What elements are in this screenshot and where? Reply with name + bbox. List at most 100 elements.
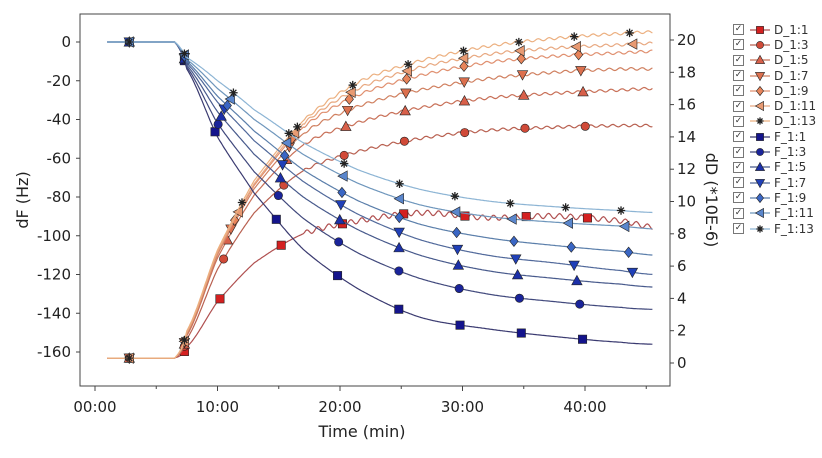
legend-checkbox[interactable]: ✓ bbox=[733, 70, 744, 82]
legend-checkbox[interactable]: ✓ bbox=[733, 115, 744, 127]
data-point-marker bbox=[229, 88, 238, 97]
legend: ✓ D_1:1 ✓ D_1:3 ✓ D_1:5 ✓ D_1:7 ✓ D_1:9 ✓ D_1:11 ✓ D_… bbox=[733, 22, 816, 236]
data-point-marker bbox=[754, 71, 766, 81]
legend-checkbox[interactable]: ✓ bbox=[733, 131, 744, 143]
data-point-marker bbox=[754, 55, 766, 65]
legend-label: D_1:13 bbox=[774, 114, 817, 129]
data-point-marker bbox=[580, 121, 590, 131]
legend-item[interactable]: ✓ F_1:1 bbox=[733, 129, 816, 144]
legend-checkbox[interactable]: ✓ bbox=[733, 39, 744, 51]
legend-item[interactable]: ✓ D_1:5 bbox=[733, 53, 816, 68]
legend-item[interactable]: ✓ F_1:13 bbox=[733, 221, 816, 236]
legend-item[interactable]: ✓ F_1:7 bbox=[733, 175, 816, 190]
data-point-marker bbox=[459, 60, 469, 72]
data-point-marker bbox=[335, 200, 347, 211]
legend-label: F_1:3 bbox=[774, 145, 807, 160]
data-point-marker bbox=[345, 86, 356, 98]
data-point-marker bbox=[575, 66, 587, 77]
data-point-marker bbox=[578, 334, 588, 344]
y-right-tick-label: 20 bbox=[677, 31, 696, 49]
data-point-marker bbox=[458, 77, 470, 88]
y-left-tick-label: -60 bbox=[47, 149, 72, 167]
data-point-marker bbox=[516, 53, 526, 65]
data-point-marker bbox=[393, 227, 405, 239]
series-d-1-13 bbox=[107, 28, 653, 363]
y-right-tick-label: 0 bbox=[677, 354, 687, 372]
data-point-marker bbox=[756, 25, 764, 34]
legend-item[interactable]: ✓ D_1:13 bbox=[733, 114, 816, 129]
data-point-marker bbox=[460, 128, 470, 138]
legend-item[interactable]: ✓ D_1:3 bbox=[733, 37, 816, 52]
x-tick-label: 20:00 bbox=[318, 398, 361, 416]
legend-item[interactable]: ✓ D_1:7 bbox=[733, 68, 816, 83]
y-right-tick-label: 16 bbox=[677, 96, 696, 114]
y-right-tick-label: 2 bbox=[677, 322, 687, 340]
data-point-marker bbox=[402, 73, 412, 85]
y-right-tick-label: 14 bbox=[677, 128, 696, 146]
data-point-marker bbox=[339, 150, 349, 160]
series-line bbox=[107, 41, 653, 256]
legend-label: F_1:9 bbox=[774, 190, 807, 205]
legend-label: D_1:5 bbox=[774, 53, 809, 68]
data-point-marker bbox=[333, 271, 343, 281]
data-point-marker bbox=[341, 105, 354, 117]
y-right-tick-label: 10 bbox=[677, 193, 696, 211]
legend-checkbox[interactable]: ✓ bbox=[733, 207, 744, 219]
data-point-marker bbox=[451, 244, 464, 256]
legend-checkbox[interactable]: ✓ bbox=[733, 100, 744, 112]
data-point-marker bbox=[280, 137, 292, 149]
series-line bbox=[107, 30, 653, 359]
legend-item[interactable]: ✓ D_1:9 bbox=[733, 83, 816, 98]
data-point-marker bbox=[271, 214, 281, 224]
data-point-marker bbox=[399, 136, 409, 146]
data-point-marker bbox=[616, 206, 626, 215]
legend-item[interactable]: ✓ D_1:11 bbox=[733, 98, 816, 113]
legend-checkbox[interactable]: ✓ bbox=[733, 161, 744, 173]
legend-item[interactable]: ✓ F_1:11 bbox=[733, 206, 816, 221]
data-point-marker bbox=[625, 28, 634, 38]
data-point-marker bbox=[460, 211, 470, 221]
data-point-marker bbox=[224, 93, 235, 105]
data-point-marker bbox=[754, 101, 764, 112]
data-point-marker bbox=[756, 117, 764, 126]
legend-label: D_1:7 bbox=[774, 68, 809, 83]
series-line bbox=[107, 41, 653, 230]
legend-item[interactable]: ✓ F_1:9 bbox=[733, 190, 816, 205]
legend-item[interactable]: ✓ D_1:1 bbox=[733, 22, 816, 37]
legend-checkbox[interactable]: ✓ bbox=[733, 24, 744, 36]
series-line bbox=[107, 41, 653, 288]
axes-group: 00:00 10:00 20:00 30:00 40:00 0 -20 -40 -60 -80 -1… bbox=[37, 31, 696, 416]
data-point-marker bbox=[452, 259, 465, 270]
legend-checkbox[interactable]: ✓ bbox=[733, 177, 744, 189]
legend-item[interactable]: ✓ F_1:3 bbox=[733, 144, 816, 159]
data-point-marker bbox=[626, 38, 638, 50]
legend-checkbox[interactable]: ✓ bbox=[733, 192, 744, 204]
data-point-marker bbox=[403, 60, 413, 69]
legend-checkbox[interactable]: ✓ bbox=[733, 223, 744, 234]
plot-area bbox=[79, 13, 671, 387]
series-f-1-7 bbox=[107, 37, 653, 279]
legend-checkbox[interactable]: ✓ bbox=[733, 85, 744, 97]
legend-checkbox[interactable]: ✓ bbox=[733, 54, 744, 66]
legend-symbol-icon bbox=[750, 117, 770, 126]
data-point-marker bbox=[334, 213, 346, 225]
data-point-marker bbox=[284, 129, 293, 138]
x-tick-label: 10:00 bbox=[196, 398, 239, 416]
data-point-marker bbox=[457, 52, 469, 64]
y-right-tick-label: 8 bbox=[677, 225, 687, 243]
x-axis-label: Time (min) bbox=[318, 422, 406, 441]
legend-symbol-icon bbox=[750, 55, 770, 65]
data-point-marker bbox=[393, 241, 405, 253]
data-point-marker bbox=[334, 237, 344, 247]
legend-checkbox[interactable]: ✓ bbox=[733, 146, 744, 158]
data-point-marker bbox=[180, 335, 189, 345]
legend-label: D_1:9 bbox=[774, 83, 809, 98]
data-point-marker bbox=[516, 70, 529, 81]
data-point-marker bbox=[180, 49, 189, 58]
data-point-marker bbox=[339, 159, 349, 168]
data-point-marker bbox=[276, 240, 286, 250]
legend-symbol-icon bbox=[750, 85, 770, 96]
data-point-marker bbox=[518, 89, 530, 100]
legend-item[interactable]: ✓ F_1:5 bbox=[733, 160, 816, 175]
legend-label: D_1:1 bbox=[774, 22, 809, 37]
